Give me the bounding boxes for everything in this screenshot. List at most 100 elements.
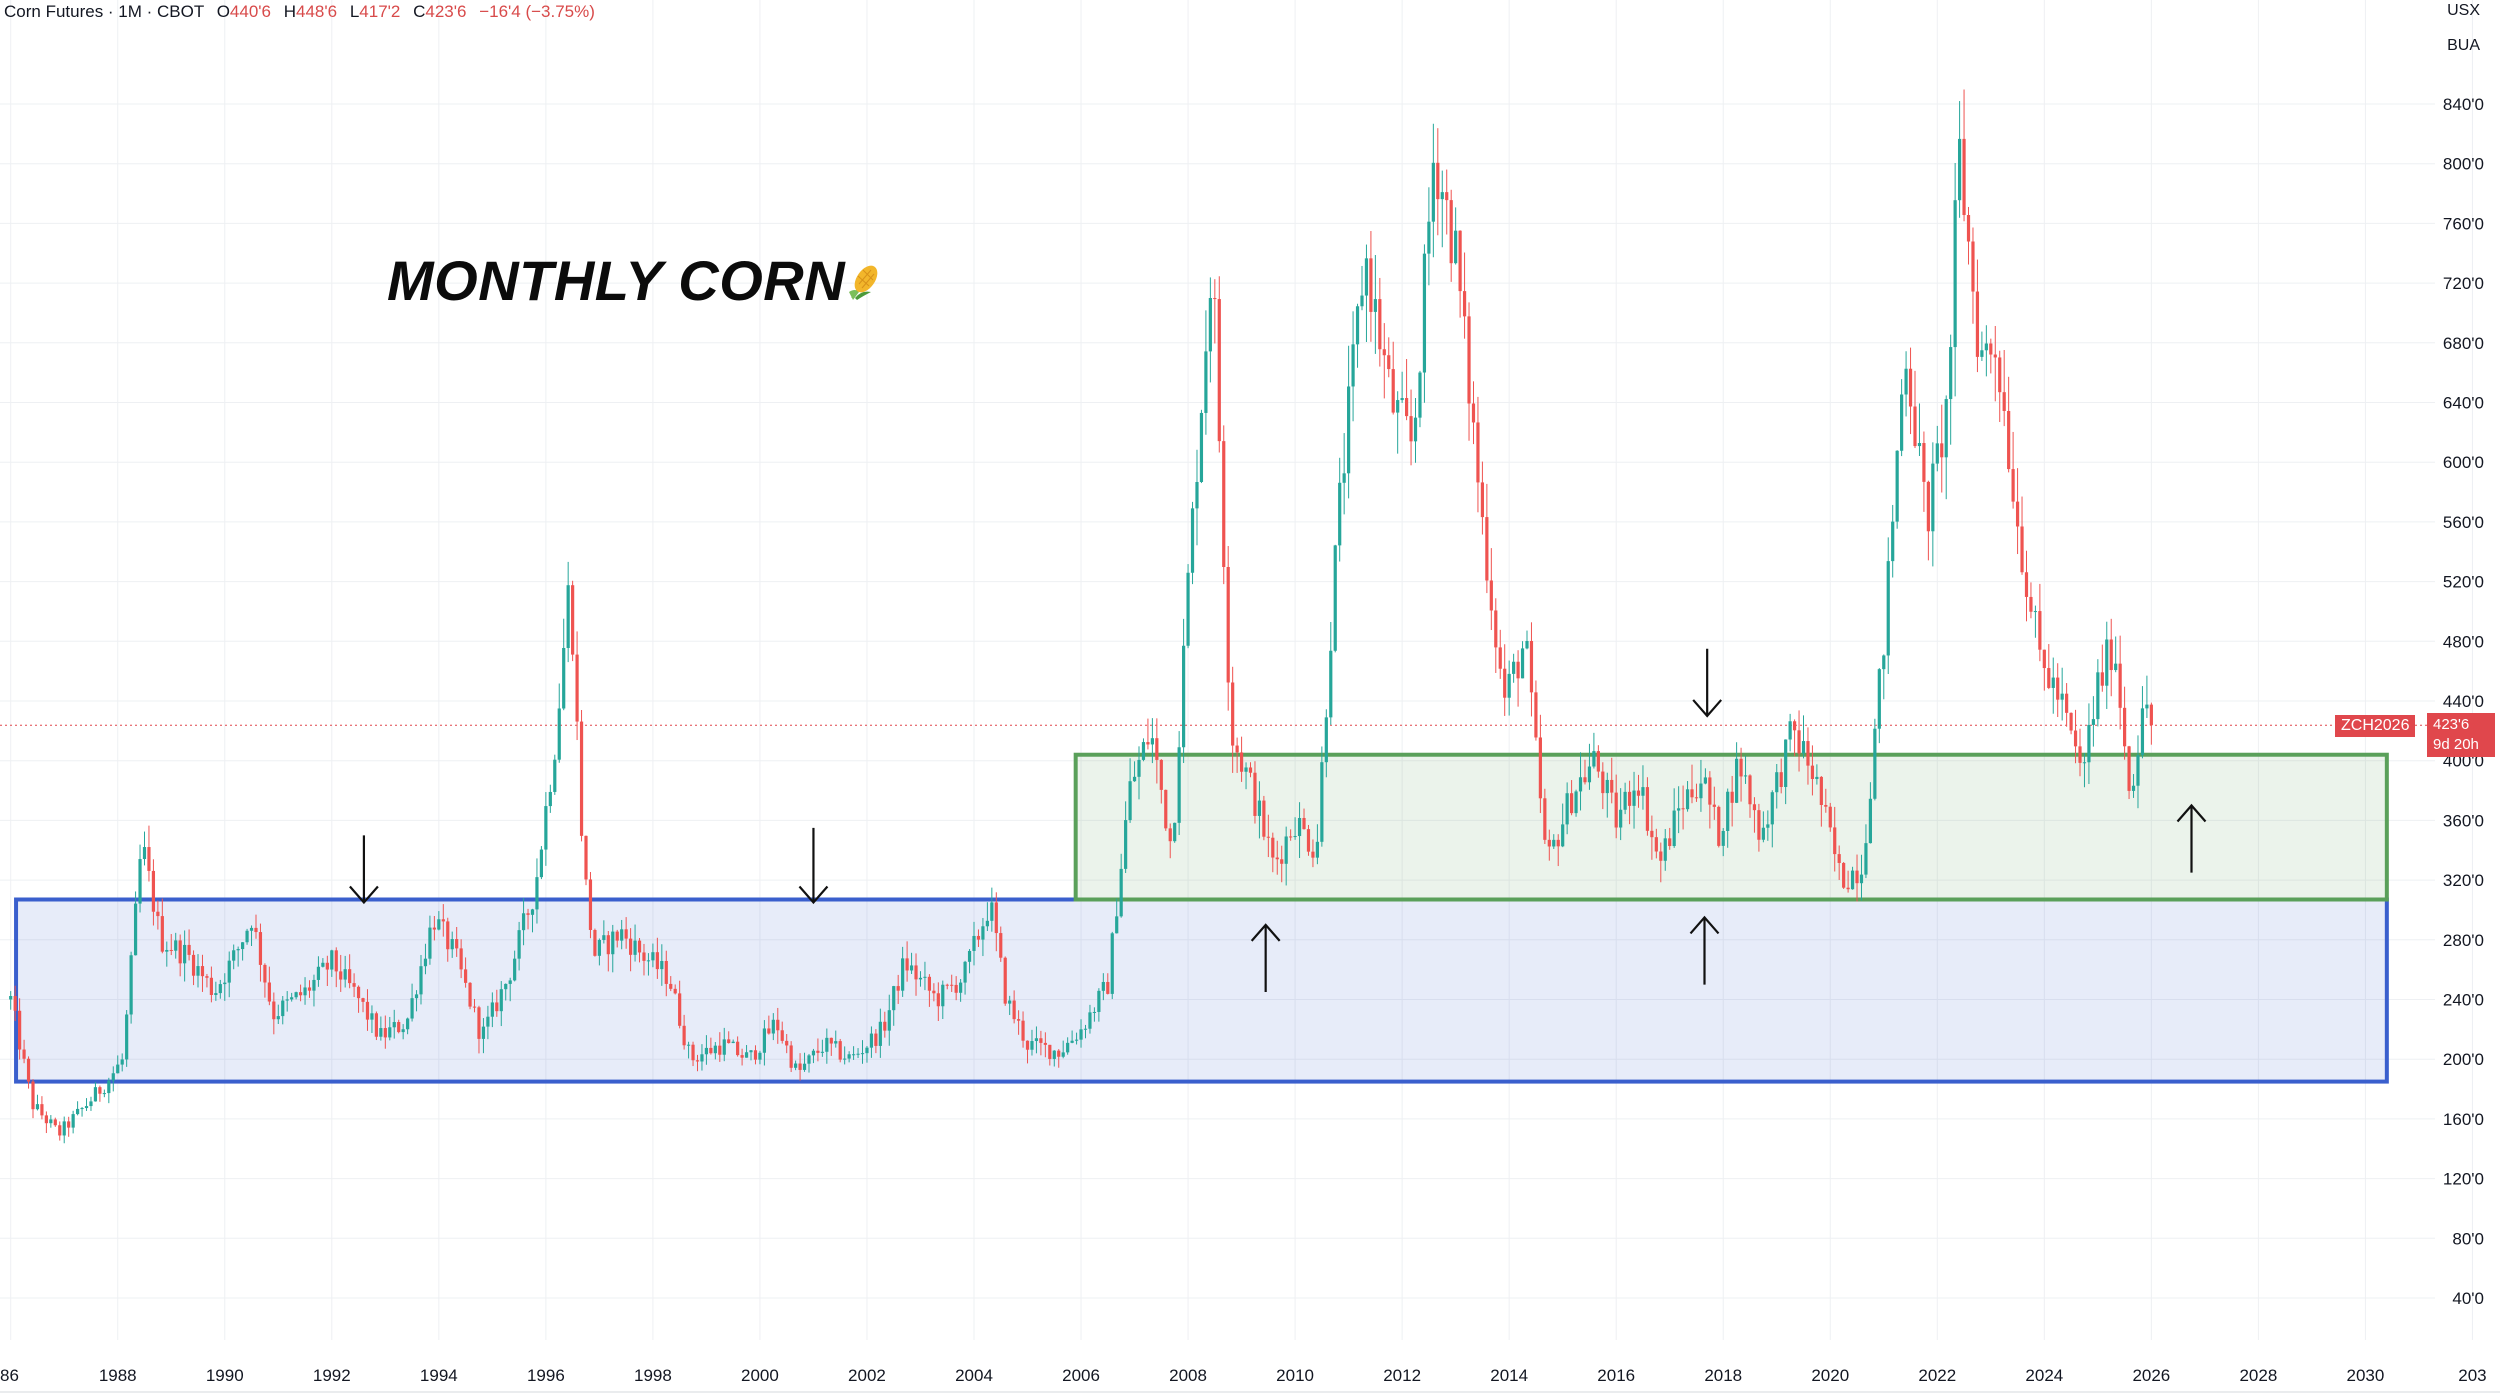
candle-body [1935,443,1939,464]
candle-body [272,1001,276,1020]
candle-body [89,1101,93,1107]
candle-body [298,992,303,996]
candle-body [1409,416,1413,442]
symbol-price-tag: ZCH2026 [2335,715,2416,737]
candle-body [428,927,432,959]
candle-body [1382,349,1386,356]
candle-body [1614,792,1618,828]
candle-body [486,1016,490,1027]
candle-body [1306,829,1311,852]
candle-body [450,939,454,950]
candle-body [1717,806,1721,846]
candle-body [468,982,472,1007]
candle-body [571,585,575,655]
candle-body [2091,719,2095,725]
unit-label[interactable]: BUA [2447,37,2480,54]
candle-body [646,960,651,962]
grid-lines [0,0,2473,1340]
candle-body [2118,663,2122,708]
candle-body [1275,857,1279,860]
candle-body [1271,837,1275,858]
candle-body [686,1044,691,1046]
candle-body [1132,776,1137,782]
candle-body [1021,1020,1025,1041]
candle-body [1543,798,1547,840]
y-tick-label: 40'0 [2452,1289,2484,1308]
candle-body [1962,138,1966,216]
currency-label[interactable]: USX [2447,2,2480,19]
candle-body [1957,138,1962,201]
candle-body [2042,649,2046,669]
candle-body [325,962,329,970]
candle-body [165,949,169,952]
candle-body [1422,253,1427,373]
candle-body [1177,747,1181,823]
candle-body [2145,704,2149,709]
candle-body [1904,368,1908,395]
candle-body [107,1080,111,1094]
x-tick-label: 2022 [1918,1366,1956,1385]
candle-body [1173,822,1177,842]
candle-body [1253,772,1257,816]
candle-body [2096,672,2100,720]
candle-body [276,1016,280,1020]
candle-body [1284,836,1288,864]
candle-body [432,927,436,930]
candle-body [2069,712,2073,731]
candle-body [343,969,347,980]
candle-body [593,929,597,956]
candle-body [67,1121,71,1128]
candle-body [1677,808,1681,811]
candle-body [1106,981,1110,994]
candle-body [1922,443,1926,482]
candle-body [441,919,445,922]
candle-body [1623,791,1627,810]
candle-body [2060,693,2064,700]
candle-body [1743,775,1748,777]
candle-body [1739,758,1743,777]
candle-body [138,859,142,904]
x-tick-label: 1998 [634,1366,672,1385]
candle-body [1333,545,1337,651]
candle-body [1908,368,1913,407]
candle-body [749,1050,753,1053]
x-tick-label: 2014 [1490,1366,1528,1385]
candle-body [1895,450,1899,522]
candle-body [169,949,173,951]
candle-body [709,1047,713,1054]
candle-body [236,949,240,951]
candle-body [816,1050,820,1053]
candle-body [26,1058,31,1082]
candle-body [776,1019,780,1031]
candle-body [365,1001,370,1020]
candle-body [1993,354,1997,358]
candle-body [1694,797,1699,799]
candle-body [834,1041,838,1044]
close-value: 423'6 [425,2,467,21]
candle-body [147,847,151,871]
candle-body [406,1018,410,1030]
candle-body [731,1041,735,1044]
green-support-zone [1073,752,2389,902]
candle-body [1850,870,1855,890]
x-tick-label: 1992 [313,1366,351,1385]
candle-body [1289,836,1293,838]
candle-body [1101,981,1105,991]
candle-body [1427,221,1431,254]
candle-body [200,966,205,977]
bar-countdown: 9d 20h [2433,736,2479,753]
candle-body [102,1093,106,1095]
candle-body [58,1125,62,1136]
candle-body [2109,639,2113,671]
candle-body [811,1050,816,1056]
candle-body [1810,765,1815,780]
y-tick-label: 240'0 [2443,991,2484,1010]
candle-body [1048,1044,1052,1059]
candle-body [1699,783,1703,799]
candle-body [1636,790,1641,796]
candle-body [1766,824,1770,828]
candle-body [13,995,17,1011]
candle-body [1146,742,1150,745]
